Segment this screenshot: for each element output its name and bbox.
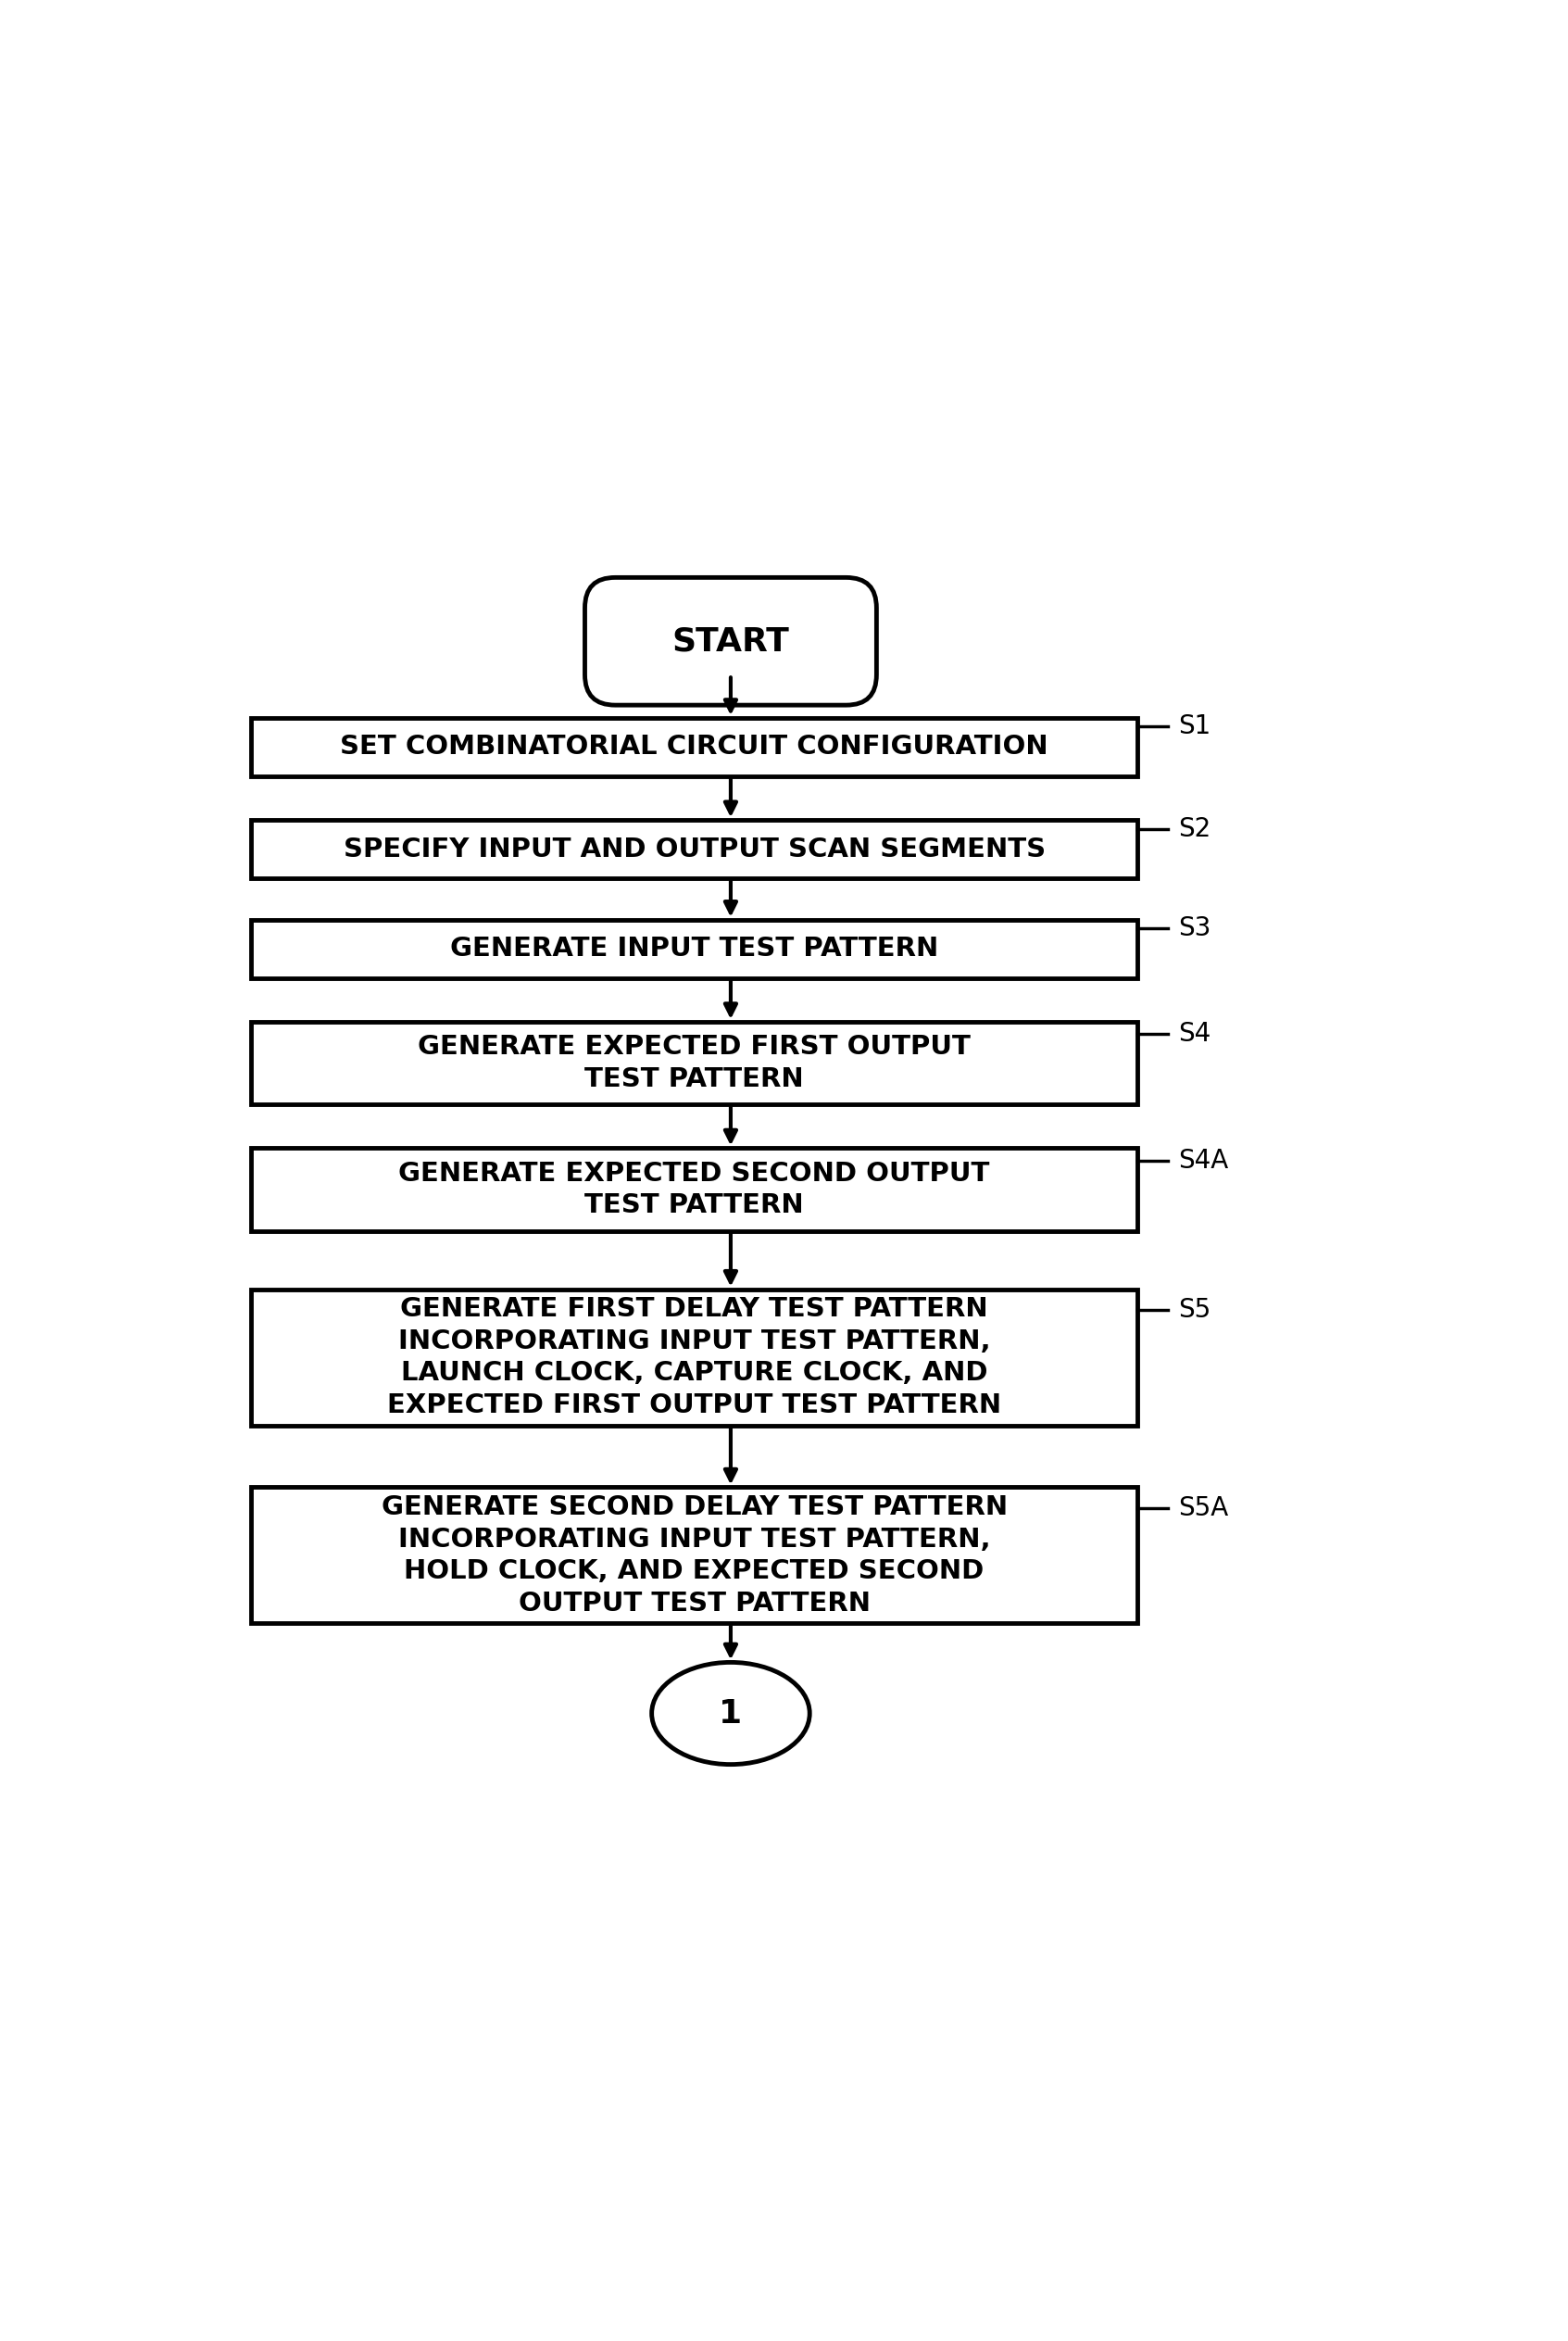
Text: START: START (673, 625, 789, 658)
Ellipse shape (652, 1662, 809, 1765)
Text: S4: S4 (1178, 1021, 1210, 1046)
Bar (251, 819, 1138, 878)
Bar (251, 1487, 1138, 1622)
Text: GENERATE FIRST DELAY TEST PATTERN
INCORPORATING INPUT TEST PATTERN,
LAUNCH CLOCK: GENERATE FIRST DELAY TEST PATTERN INCORP… (387, 1297, 1002, 1419)
Text: SET COMBINATORIAL CIRCUIT CONFIGURATION: SET COMBINATORIAL CIRCUIT CONFIGURATION (340, 735, 1049, 761)
Bar (251, 1147, 1138, 1231)
Text: S3: S3 (1178, 915, 1210, 941)
Text: GENERATE SECOND DELAY TEST PATTERN
INCORPORATING INPUT TEST PATTERN,
HOLD CLOCK,: GENERATE SECOND DELAY TEST PATTERN INCOR… (381, 1494, 1007, 1615)
Bar (251, 1021, 1138, 1105)
Text: SPECIFY INPUT AND OUTPUT SCAN SEGMENTS: SPECIFY INPUT AND OUTPUT SCAN SEGMENTS (343, 836, 1046, 861)
Text: S5A: S5A (1178, 1496, 1228, 1522)
Text: S2: S2 (1178, 815, 1210, 843)
FancyBboxPatch shape (585, 578, 877, 705)
Text: 1: 1 (720, 1697, 742, 1730)
Bar (251, 1290, 1138, 1426)
Text: S4A: S4A (1178, 1147, 1228, 1173)
Text: GENERATE EXPECTED FIRST OUTPUT
TEST PATTERN: GENERATE EXPECTED FIRST OUTPUT TEST PATT… (417, 1035, 971, 1093)
Text: S5: S5 (1178, 1297, 1210, 1323)
Bar (251, 920, 1138, 979)
Text: S1: S1 (1178, 714, 1210, 740)
Text: GENERATE INPUT TEST PATTERN: GENERATE INPUT TEST PATTERN (450, 936, 938, 962)
Bar (251, 719, 1138, 777)
Text: GENERATE EXPECTED SECOND OUTPUT
TEST PATTERN: GENERATE EXPECTED SECOND OUTPUT TEST PAT… (398, 1161, 989, 1220)
